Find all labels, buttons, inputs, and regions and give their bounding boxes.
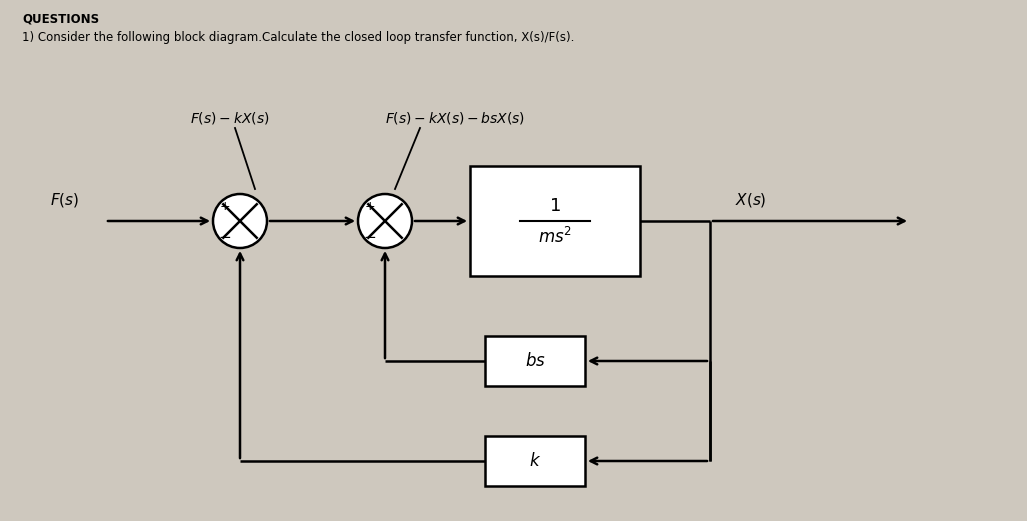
Circle shape bbox=[213, 194, 267, 248]
Text: +: + bbox=[220, 201, 230, 214]
Text: $F(s)-kX(s)$: $F(s)-kX(s)$ bbox=[190, 110, 270, 126]
Text: −: − bbox=[219, 230, 231, 245]
Text: $bs$: $bs$ bbox=[525, 352, 545, 370]
Circle shape bbox=[358, 194, 412, 248]
Text: $1$: $1$ bbox=[549, 197, 561, 215]
Text: $ms^2$: $ms^2$ bbox=[538, 227, 572, 247]
Text: +: + bbox=[365, 201, 376, 214]
Text: $X(s)$: $X(s)$ bbox=[735, 191, 766, 209]
Text: $k$: $k$ bbox=[529, 452, 541, 470]
Bar bbox=[470, 166, 640, 276]
Bar bbox=[485, 436, 585, 486]
Text: QUESTIONS: QUESTIONS bbox=[22, 13, 100, 26]
Text: −: − bbox=[364, 230, 377, 245]
Text: $F(s)-kX(s)-bsX(s)$: $F(s)-kX(s)-bsX(s)$ bbox=[385, 110, 525, 126]
Text: $F(s)$: $F(s)$ bbox=[50, 191, 79, 209]
Text: 1) Consider the following block diagram.Calculate the closed loop transfer funct: 1) Consider the following block diagram.… bbox=[22, 31, 574, 44]
Bar bbox=[485, 336, 585, 386]
